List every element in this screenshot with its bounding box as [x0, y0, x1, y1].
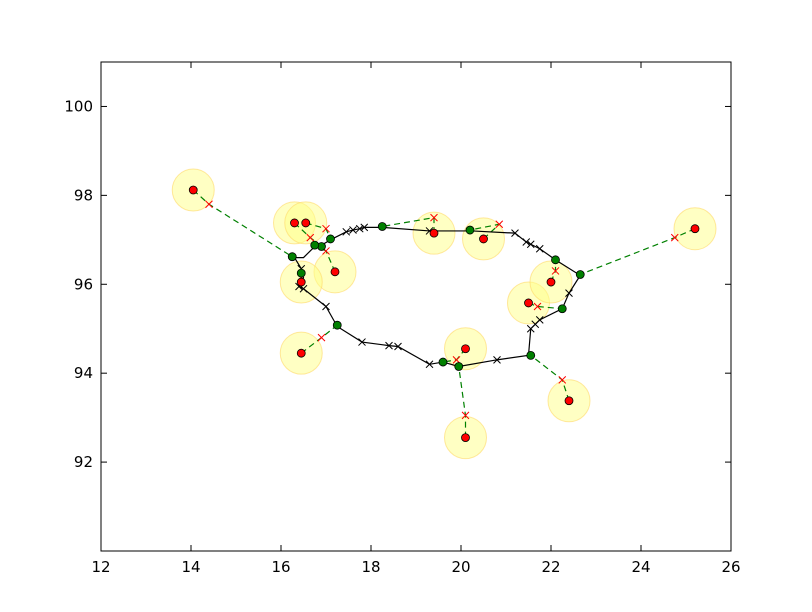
red-point-10	[564, 396, 574, 406]
path-cross-marker-1	[322, 302, 330, 311]
x-axis: 12 14 16 18 20 22 24 26	[91, 62, 741, 576]
path-cross-marker-5	[425, 360, 434, 369]
red-cross-marker-12	[551, 267, 560, 275]
green-point-4	[296, 268, 306, 278]
path-cross-marker-2	[358, 338, 366, 346]
plot-area-frame	[100, 61, 732, 552]
red-point-0	[188, 185, 198, 195]
red-cross-marker-1	[306, 233, 315, 242]
red-point-13	[690, 224, 700, 234]
red-point-6	[429, 228, 439, 238]
red-point-12	[546, 277, 556, 287]
red-cross-marker-9	[461, 411, 470, 420]
path-cross-marker-18	[349, 226, 357, 234]
red-cross-marker-2	[322, 224, 330, 233]
green-point-9	[454, 362, 464, 371]
path-cross-marker-19	[342, 227, 351, 236]
path-cross-marker-12	[526, 240, 535, 249]
x-tick-label-1: 14	[181, 558, 200, 576]
x-tick-label-7: 26	[721, 558, 740, 576]
x-tick-label-5: 22	[541, 558, 560, 576]
green-point-6	[377, 222, 387, 231]
path-cross-marker-9	[535, 315, 544, 324]
green-point-2	[326, 234, 335, 244]
green-point-10	[526, 350, 536, 360]
x-tick-label-4: 20	[451, 558, 470, 576]
red-point-11	[524, 298, 533, 308]
red-cross-marker-13	[670, 233, 679, 242]
x-tick-label-0: 12	[91, 558, 110, 576]
green-point-3	[310, 240, 320, 250]
x-tick-label-2: 16	[271, 558, 290, 576]
red-point-1	[290, 218, 299, 228]
path-cross-marker-11	[535, 244, 544, 253]
red-cross-marker-11	[533, 302, 542, 311]
green-point-5	[332, 320, 342, 330]
red-point-5	[296, 348, 306, 358]
red-cross-marker-10	[558, 375, 567, 384]
red-point-2	[301, 218, 311, 228]
red-cross-marker-5	[317, 333, 326, 342]
path-cross-marker-14	[511, 229, 519, 238]
x-tick-label-3: 18	[361, 558, 380, 576]
path-cross-marker-16	[360, 223, 369, 232]
red-point-4	[296, 277, 306, 287]
path-cross-marker-4	[394, 342, 402, 351]
green-point-11	[557, 304, 567, 314]
point-layer	[188, 185, 700, 443]
y-axis: 92 94 96 98 100	[64, 97, 731, 471]
green-point-0	[287, 252, 297, 262]
red-point-3	[330, 267, 340, 277]
path-cross-marker-17	[355, 224, 364, 233]
path-cross-marker-6	[493, 355, 501, 364]
x-tick-label-6: 24	[631, 558, 650, 576]
y-tick-label-1: 94	[74, 364, 93, 382]
y-tick-label-4: 100	[64, 97, 93, 115]
red-cross-marker-7	[495, 220, 504, 229]
path-cross-marker-10	[565, 289, 573, 298]
path-cross-marker-13	[522, 238, 531, 246]
green-point-8	[438, 357, 448, 367]
y-tick-label-3: 98	[74, 186, 93, 204]
y-tick-label-0: 92	[74, 453, 93, 471]
red-point-9	[461, 433, 470, 443]
green-point-13	[575, 270, 585, 279]
red-cross-marker-0	[205, 200, 213, 209]
red-point-8	[461, 344, 470, 354]
red-cross-marker-6	[430, 213, 438, 222]
y-tick-label-2: 96	[74, 275, 93, 293]
path-cross-marker-3	[385, 341, 393, 350]
green-point-12	[551, 255, 560, 265]
red-point-7	[479, 234, 488, 244]
green-point-7	[465, 225, 475, 235]
